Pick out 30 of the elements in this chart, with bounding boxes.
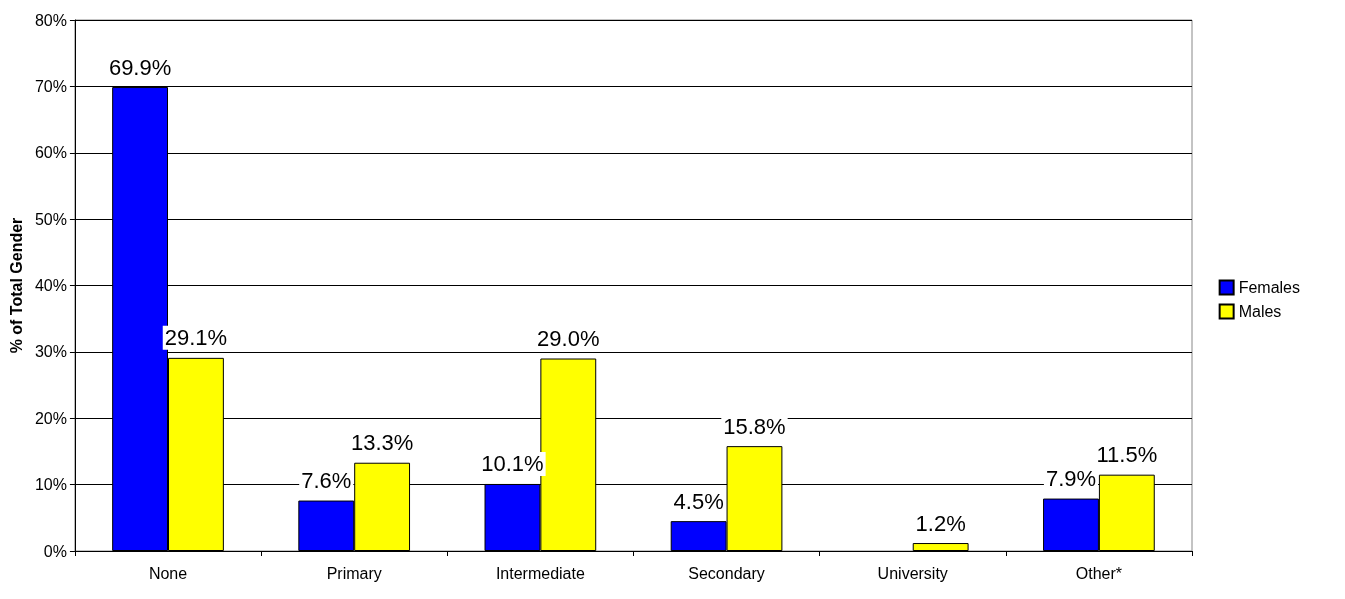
y-axis-title: % of Total Gender [7, 217, 25, 354]
y-tick-label: 70% [34, 77, 67, 95]
data-label: 4.5% [673, 488, 724, 514]
data-label: 11.5% [1096, 442, 1158, 468]
y-tick-label: 80% [34, 11, 67, 29]
data-label: 69.9% [108, 54, 172, 80]
x-tick-label: Secondary [688, 564, 765, 582]
y-tick-label: 40% [34, 277, 67, 294]
x-tick-label: None [148, 564, 188, 582]
legend-label: Males [1238, 303, 1282, 320]
y-tick-label: 60% [34, 144, 67, 162]
data-label: 29.0% [537, 326, 600, 352]
y-tick-label: 10% [34, 476, 67, 494]
data-label: 7.9% [1045, 466, 1097, 492]
data-label: 15.8% [723, 413, 786, 439]
data-label: 1.2% [915, 510, 966, 536]
data-label: 29.1% [164, 325, 228, 351]
bar [912, 543, 969, 551]
x-tick-label: Intermediate [495, 564, 585, 582]
legend-label: Females [1238, 279, 1301, 296]
y-tick-label: 30% [34, 343, 67, 361]
x-tick-label: University [877, 564, 948, 582]
y-tick-label: 0% [43, 542, 67, 560]
y-tick-label: 50% [34, 210, 67, 228]
y-tick-label: 20% [34, 409, 67, 427]
data-label: 10.1% [481, 451, 544, 477]
x-tick-label: Primary [326, 564, 382, 582]
data-label: 13.3% [350, 430, 414, 456]
x-tick-label: Other* [1075, 564, 1123, 582]
data-label: 7.6% [301, 468, 352, 494]
